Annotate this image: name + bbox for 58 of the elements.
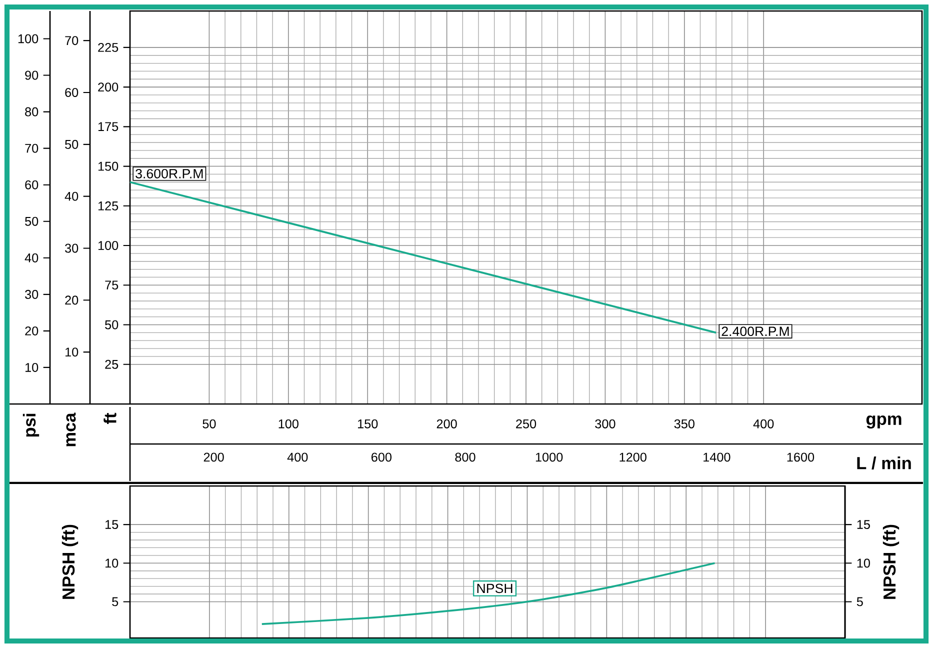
y-axis-title: ft [104, 413, 116, 424]
x-tick-label: 350 [674, 419, 694, 428]
y3-tick-label: 20 [25, 326, 38, 336]
x-tick-label: 200 [436, 419, 457, 428]
y-tick-label: 225 [98, 43, 118, 52]
y-tick-label: 75 [105, 280, 118, 290]
y3-tick-label: 60 [25, 180, 38, 190]
y2-axis-title: NPSH (ft) [882, 524, 900, 599]
y2-tick-label: 5 [856, 597, 863, 606]
x-axis-title: gpm [866, 416, 902, 429]
y3-tick-label: 90 [25, 70, 38, 80]
x-tick-label: 150 [358, 419, 378, 428]
y2-tick-label: 10 [857, 558, 870, 568]
y-tick-label: 5 [112, 597, 118, 606]
y2-tick-label: 30 [65, 244, 78, 253]
y2-tick-label: 20 [65, 296, 78, 305]
x-tick-label: 400 [753, 419, 774, 428]
y3-tick-label: 10 [25, 363, 38, 372]
y3-tick-label: 30 [25, 290, 38, 299]
x2-tick-label: 1600 [787, 452, 814, 462]
y-tick-label: 150 [98, 162, 118, 171]
x2-tick-label: 200 [204, 452, 224, 462]
y2-tick-label: 10 [65, 348, 78, 357]
x2-tick-label: 800 [455, 452, 476, 462]
y-tick-label: 125 [98, 202, 118, 210]
x2-tick-label: 1200 [620, 452, 646, 462]
series-label: NPSH [477, 584, 512, 594]
y3-tick-label: 50 [25, 216, 38, 226]
y-tick-label: 15 [105, 520, 118, 530]
x2-tick-label: 400 [287, 452, 308, 462]
annotation: 2.400R.P.M [722, 326, 789, 336]
x2-tick-label: 1400 [704, 452, 730, 462]
x2-tick-label: 1000 [536, 452, 563, 462]
y3-axis-title: psi [22, 414, 40, 437]
y2-tick-label: 40 [64, 192, 78, 201]
y2-tick-label: 15 [857, 520, 870, 530]
x-tick-label: 300 [595, 419, 616, 428]
y3-tick-label: 40 [24, 254, 38, 262]
annotation: 3.600R.P.M [136, 169, 203, 178]
x2-tick-label: 600 [372, 452, 392, 462]
y2-axis-title: mca [66, 412, 76, 446]
y3-tick-label: 70 [25, 144, 38, 153]
y2-tick-label: 60 [65, 88, 78, 98]
y3-tick-label: 100 [18, 34, 38, 44]
y-tick-label: 25 [105, 360, 118, 369]
y-tick-label: 175 [98, 122, 118, 132]
y-tick-label: 50 [105, 320, 118, 330]
y3-tick-label: 80 [25, 107, 38, 116]
y-axis-title: NPSH (ft) [62, 524, 78, 599]
x-tick-label: 250 [516, 419, 536, 428]
y2-tick-label: 70 [65, 36, 78, 46]
y2-tick-label: 50 [65, 140, 78, 149]
x2-axis-title: L / min [857, 456, 911, 470]
y-tick-label: 100 [98, 241, 118, 250]
y-tick-label: 200 [98, 82, 118, 92]
x-tick-label: 100 [278, 419, 298, 428]
y-tick-label: 10 [105, 558, 118, 568]
x-tick-label: 50 [202, 419, 216, 428]
